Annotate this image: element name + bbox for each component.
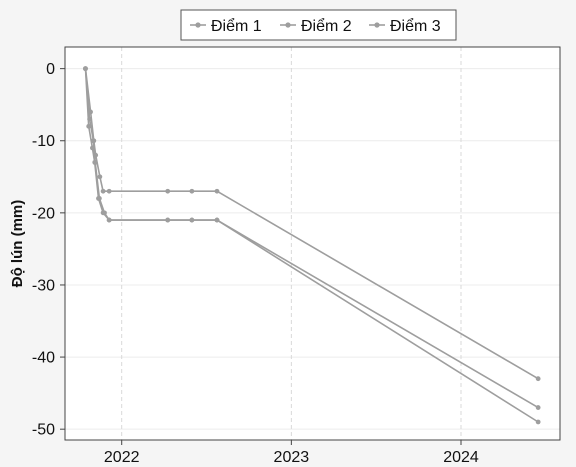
legend-swatch-marker-2	[285, 22, 291, 28]
legend-label: Điểm 3	[390, 17, 441, 35]
x-tick-label: 2022	[104, 449, 140, 466]
series-1-point-4	[97, 174, 103, 180]
series-3-point-8	[189, 217, 195, 223]
legend-label: Điểm 2	[301, 17, 352, 35]
y-tick-label: -10	[32, 133, 55, 150]
legend-label: Điểm 1	[211, 17, 262, 35]
series-3-point-9	[214, 217, 220, 223]
series-3-point-6	[106, 217, 112, 223]
y-tick-label: -40	[32, 350, 55, 367]
series-3-point-3	[92, 159, 98, 165]
series-1-point-5	[100, 188, 106, 194]
y-axis-title: Độ lún (mm)	[9, 200, 26, 288]
x-tick-label: 2024	[443, 449, 479, 466]
plot-frame	[64, 46, 561, 441]
legend-swatch-marker-3	[374, 22, 380, 28]
series-3-point-2	[90, 145, 95, 151]
series-1-point-7	[165, 188, 171, 194]
legend-box	[180, 9, 457, 41]
series-1-point-6	[106, 188, 112, 194]
y-tick-label: -20	[32, 205, 55, 222]
series-3-point-0	[83, 66, 88, 72]
y-tick-label: -30	[32, 277, 55, 294]
series-1-point-8	[189, 188, 195, 194]
y-tick-label: -50	[32, 422, 55, 439]
series-1-point-10	[535, 376, 541, 382]
series-3-point-7	[165, 217, 171, 223]
series-1-point-9	[214, 188, 220, 194]
series-3-point-10	[535, 419, 541, 425]
series-3-point-5	[100, 210, 106, 216]
series-3-point-1	[86, 123, 92, 129]
y-tick-label: 0	[46, 61, 55, 78]
series-3-point-4	[96, 196, 101, 201]
x-tick-label: 2023	[274, 449, 310, 466]
series-2-point-10	[535, 405, 541, 410]
plot-area	[65, 47, 560, 440]
legend-swatch-marker-1	[195, 22, 201, 28]
